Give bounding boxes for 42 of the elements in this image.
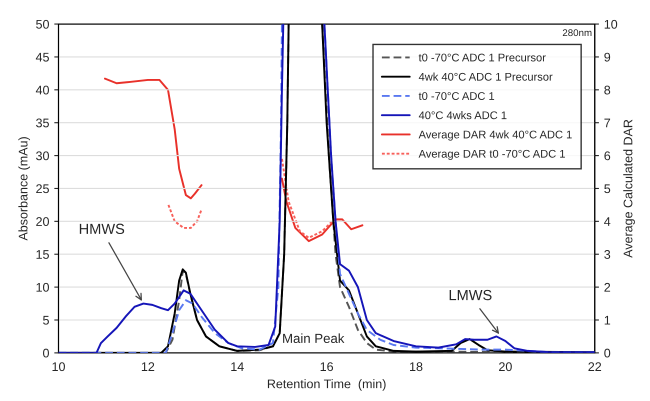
x-tick-label: 16 xyxy=(320,362,334,372)
y2-tick-label: 2 xyxy=(604,282,610,292)
y-tick-label: 40 xyxy=(36,86,49,94)
annotation: Main Peak xyxy=(283,333,344,344)
y-tick-label: 25 xyxy=(36,184,49,194)
y2-tick-label: 6 xyxy=(604,151,610,160)
y2-tick-label: 8 xyxy=(604,86,610,94)
y-axis-title: Absorbance (mAu) xyxy=(18,137,30,241)
x-tick-label: 20 xyxy=(499,362,512,372)
y2-tick-label: 7 xyxy=(604,118,610,128)
y-tick-label: 10 xyxy=(36,282,49,292)
y-tick-label: 15 xyxy=(36,250,49,259)
legend-label: t0 -70°C ADC 1 Precursor xyxy=(418,54,546,62)
y2-tick-label: 10 xyxy=(604,20,618,29)
y-tick-label: 0 xyxy=(43,348,49,358)
x-tick-label: 22 xyxy=(588,362,602,371)
annotation: HMWS xyxy=(80,224,124,234)
y-tick-label: 5 xyxy=(43,316,49,325)
y-tick-label: 35 xyxy=(36,118,49,128)
legend-label: t0 -70°C ADC 1 xyxy=(418,92,494,100)
x-tick-label: 18 xyxy=(410,362,422,372)
y2-axis-title: Average Calculated DAR xyxy=(623,120,635,258)
y2-tick-label: 5 xyxy=(604,184,610,194)
legend-label: Average DAR 4wk 40°C ADC 1 xyxy=(418,130,572,141)
x-tick-label: 14 xyxy=(231,362,244,371)
legend-label: 40°C 4wks ADC 1 xyxy=(418,111,506,120)
y-tick-label: 30 xyxy=(36,151,49,160)
annotation: LMWS xyxy=(450,290,492,300)
y2-tick-label: 4 xyxy=(604,217,610,226)
y2-tick-label: 9 xyxy=(604,52,610,62)
x-tick-label: 12 xyxy=(142,362,154,371)
y-tick-label: 20 xyxy=(36,217,49,226)
legend-label: 4wk 40°C ADC 1 Precursor xyxy=(418,72,553,81)
y-tick-label: 50 xyxy=(36,20,49,29)
annotation: 280nm xyxy=(562,29,592,36)
x-tick-label: 10 xyxy=(52,362,65,372)
legend-label: Average DAR t0 -70°C ADC 1 xyxy=(418,150,565,160)
y-tick-label: 45 xyxy=(36,52,49,62)
y2-tick-label: 3 xyxy=(604,250,610,259)
y2-tick-label: 0 xyxy=(604,348,610,358)
y2-tick-label: 1 xyxy=(604,316,610,325)
x-axis-title: Retention Time (min) xyxy=(268,379,386,391)
